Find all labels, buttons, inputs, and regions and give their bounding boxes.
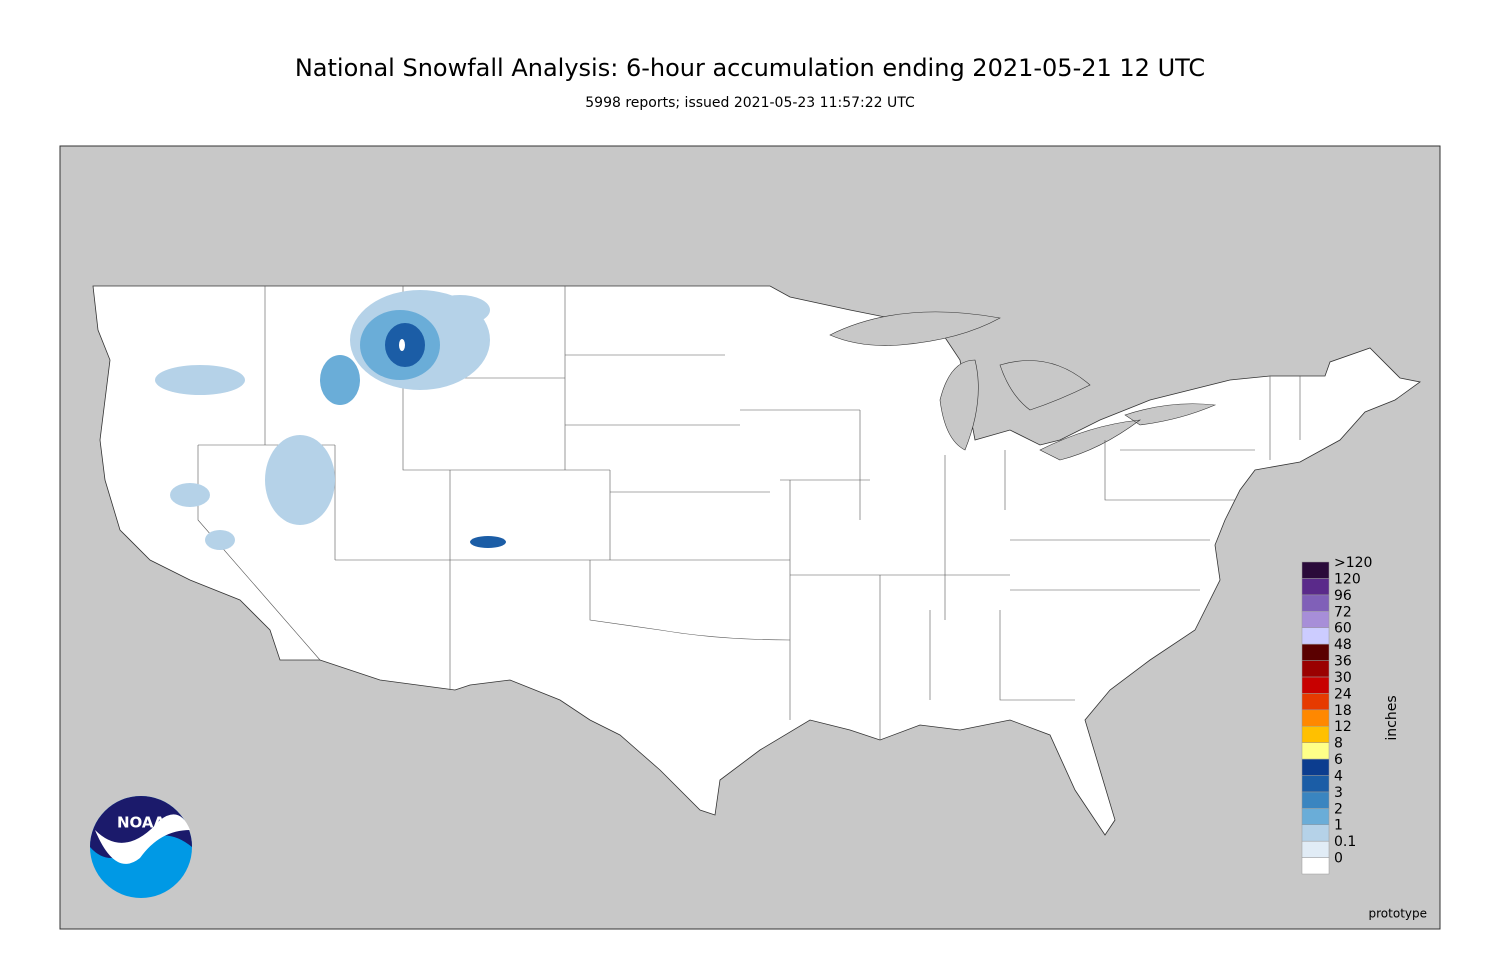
legend-swatch xyxy=(1301,578,1330,596)
legend-swatch xyxy=(1301,758,1330,776)
legend-swatch xyxy=(1301,857,1330,875)
legend-swatch xyxy=(1301,840,1330,858)
legend-label: 36 xyxy=(1334,654,1352,670)
legend-swatch xyxy=(1301,709,1330,727)
legend-label: >120 xyxy=(1334,555,1372,571)
legend: inches 00.1123468121824303648607296120>1… xyxy=(1301,555,1400,875)
legend-swatch xyxy=(1301,611,1330,628)
subtitle: 5998 reports; issued 2021-05-23 11:57:22… xyxy=(585,95,915,111)
legend-label: 24 xyxy=(1334,686,1352,702)
legend-label: 120 xyxy=(1334,571,1361,587)
legend-swatch xyxy=(1301,725,1330,743)
legend-swatch xyxy=(1301,808,1330,825)
map xyxy=(59,145,1441,930)
legend-label: 6 xyxy=(1334,752,1343,768)
legend-swatch xyxy=(1301,561,1330,579)
legend-swatch xyxy=(1301,594,1330,612)
legend-label: 8 xyxy=(1334,736,1343,752)
title: National Snowfall Analysis: 6-hour accum… xyxy=(295,54,1205,82)
noaa-logo: NOAA xyxy=(90,796,192,898)
legend-label: 1 xyxy=(1334,818,1343,834)
legend-label: 72 xyxy=(1334,604,1352,620)
legend-label: 30 xyxy=(1334,670,1352,686)
note: prototype xyxy=(1369,907,1427,921)
legend-label: 4 xyxy=(1334,768,1343,784)
legend-label: 3 xyxy=(1334,785,1343,801)
legend-swatch xyxy=(1301,775,1330,793)
legend-label: 48 xyxy=(1334,637,1352,653)
logo-text: NOAA xyxy=(117,814,166,832)
legend-label: 12 xyxy=(1334,719,1352,735)
legend-swatch xyxy=(1301,693,1330,711)
legend-swatch xyxy=(1301,742,1330,760)
legend-label: 0 xyxy=(1334,851,1343,867)
legend-label: 2 xyxy=(1334,801,1343,817)
legend-swatch xyxy=(1301,627,1330,645)
legend-label: 0.1 xyxy=(1334,834,1356,850)
legend-swatch xyxy=(1301,676,1330,694)
legend-swatch xyxy=(1301,643,1330,661)
legend-swatch xyxy=(1301,791,1330,809)
legend-title: inches xyxy=(1384,695,1400,740)
legend-label: 96 xyxy=(1334,588,1352,604)
legend-label: 18 xyxy=(1334,703,1352,719)
legend-swatch xyxy=(1301,824,1330,842)
legend-label: 60 xyxy=(1334,621,1352,637)
legend-swatch xyxy=(1301,660,1330,678)
